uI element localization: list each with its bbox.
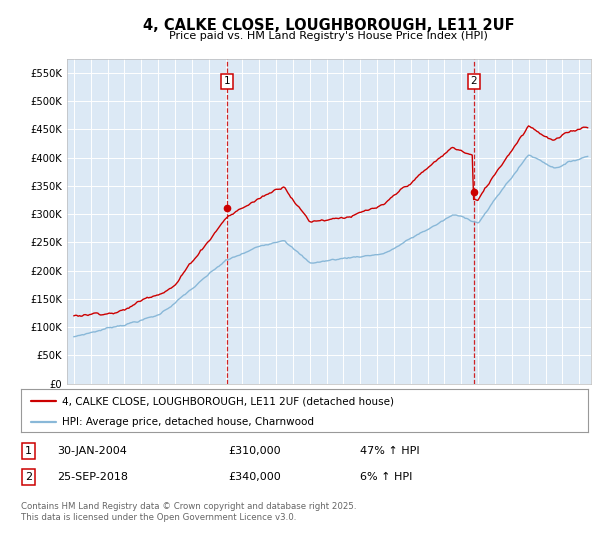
Text: 6% ↑ HPI: 6% ↑ HPI [360,472,412,482]
Text: Contains HM Land Registry data © Crown copyright and database right 2025.
This d: Contains HM Land Registry data © Crown c… [21,502,356,522]
Text: Price paid vs. HM Land Registry's House Price Index (HPI): Price paid vs. HM Land Registry's House … [169,31,488,41]
Text: HPI: Average price, detached house, Charnwood: HPI: Average price, detached house, Char… [62,417,314,427]
Text: 2: 2 [470,76,477,86]
Text: 2: 2 [25,472,32,482]
Text: 1: 1 [25,446,32,456]
Text: 47% ↑ HPI: 47% ↑ HPI [360,446,419,456]
Text: £310,000: £310,000 [228,446,281,456]
Text: 4, CALKE CLOSE, LOUGHBOROUGH, LE11 2UF (detached house): 4, CALKE CLOSE, LOUGHBOROUGH, LE11 2UF (… [62,396,394,406]
Text: 4, CALKE CLOSE, LOUGHBOROUGH, LE11 2UF: 4, CALKE CLOSE, LOUGHBOROUGH, LE11 2UF [143,18,515,33]
Text: £340,000: £340,000 [228,472,281,482]
Text: 1: 1 [224,76,230,86]
Text: 30-JAN-2004: 30-JAN-2004 [57,446,127,456]
Text: 25-SEP-2018: 25-SEP-2018 [57,472,128,482]
